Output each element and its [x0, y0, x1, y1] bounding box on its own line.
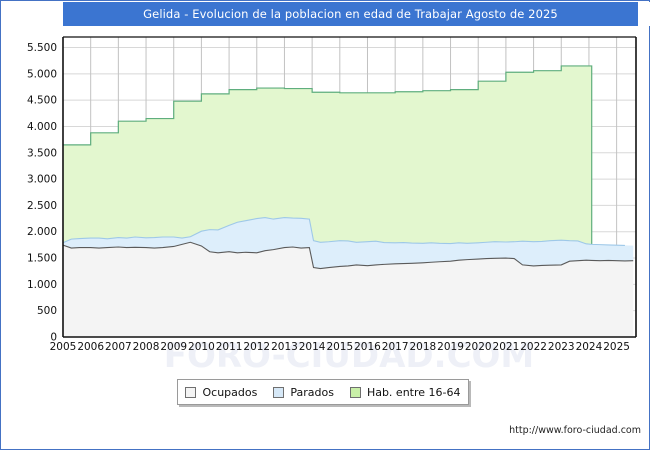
titlebar-left-filler: [2, 2, 63, 26]
svg-text:2005: 2005: [50, 341, 77, 353]
legend-label-habitantes: Hab. entre 16-64: [366, 385, 461, 399]
svg-text:2009: 2009: [160, 341, 187, 353]
svg-text:4.500: 4.500: [27, 95, 57, 107]
svg-text:500: 500: [37, 305, 57, 317]
svg-text:2019: 2019: [437, 341, 464, 353]
svg-text:2025: 2025: [603, 341, 630, 353]
svg-text:2014: 2014: [299, 341, 326, 353]
svg-text:0: 0: [50, 332, 57, 344]
svg-text:2006: 2006: [77, 341, 104, 353]
svg-text:4.000: 4.000: [27, 121, 57, 133]
y-axis-tick-labels: 0 500 1.000 1.500 2.000 2.500 3.000 3.500 4.000 4…: [27, 42, 57, 343]
svg-text:2023: 2023: [548, 341, 575, 353]
svg-text:1.000: 1.000: [27, 279, 57, 291]
svg-text:2010: 2010: [188, 341, 215, 353]
chart-title: Gelida - Evolucion de la poblacion en ed…: [63, 2, 638, 26]
svg-text:2017: 2017: [382, 341, 409, 353]
legend-swatch-habitantes: [349, 386, 361, 398]
svg-text:2018: 2018: [409, 341, 436, 353]
source-url: http://www.foro-ciudad.com: [509, 425, 641, 436]
svg-text:2022: 2022: [520, 341, 547, 353]
series-group: [62, 65, 634, 337]
svg-text:5.000: 5.000: [27, 68, 57, 80]
svg-text:2012: 2012: [243, 341, 270, 353]
legend-item-parados[interactable]: Parados: [273, 386, 334, 399]
svg-text:2016: 2016: [354, 341, 381, 353]
svg-text:2020: 2020: [465, 341, 492, 353]
svg-text:2021: 2021: [493, 341, 520, 353]
svg-text:2013: 2013: [271, 341, 298, 353]
svg-text:2011: 2011: [216, 341, 243, 353]
svg-text:2008: 2008: [133, 341, 160, 353]
svg-text:2.500: 2.500: [27, 200, 57, 212]
titlebar-right-filler: [638, 2, 650, 26]
legend-swatch-parados: [273, 386, 285, 398]
legend-label-ocupados: Ocupados: [202, 385, 258, 399]
axis-lines: [62, 36, 637, 338]
legend-label-parados: Parados: [290, 385, 334, 399]
svg-text:FORO-CIUDAD.COM: FORO-CIUDAD.COM: [164, 336, 535, 376]
chart-legend: Ocupados Parados Hab. entre 16-64: [177, 379, 469, 405]
svg-text:5.500: 5.500: [27, 42, 57, 54]
legend-swatch-ocupados: [185, 386, 197, 398]
svg-text:2024: 2024: [576, 341, 603, 353]
svg-text:3.500: 3.500: [27, 147, 57, 159]
svg-text:2007: 2007: [105, 341, 132, 353]
legend-item-ocupados[interactable]: Ocupados: [185, 386, 257, 399]
svg-text:3.000: 3.000: [27, 174, 57, 186]
legend-item-habitantes[interactable]: Hab. entre 16-64: [349, 385, 461, 399]
svg-text:2015: 2015: [326, 341, 353, 353]
svg-text:1.500: 1.500: [27, 253, 57, 265]
x-axis-tick-labels: 2005 2006 2007 2008 2009 2010 2011 2012 2013 2014…: [50, 341, 630, 353]
svg-text:2.000: 2.000: [27, 226, 57, 238]
